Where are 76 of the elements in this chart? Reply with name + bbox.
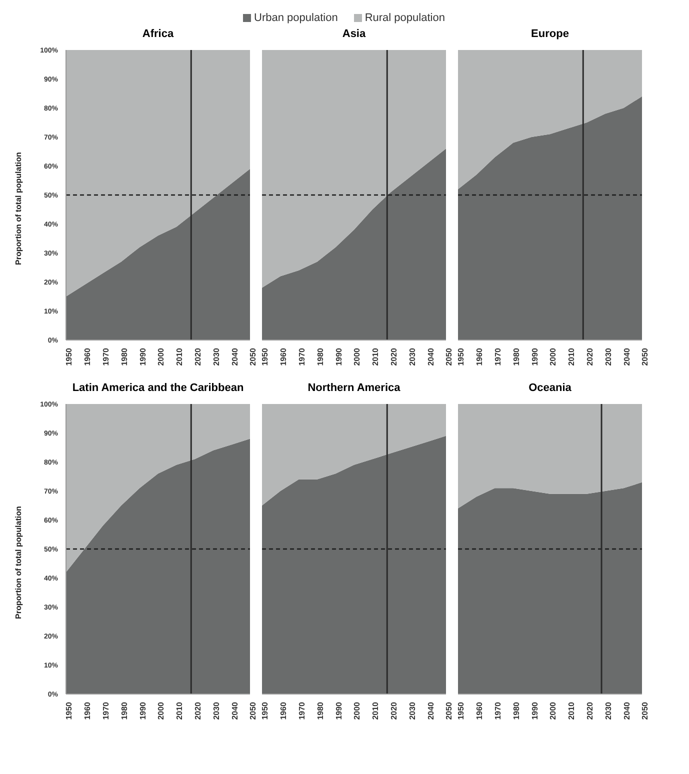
x-tick-label: 1950 [260,347,270,366]
x-tick-label: 2010 [175,347,184,366]
x-tick-label: 2000 [352,701,362,720]
x-tick-label: 1990 [138,701,148,720]
x-tick-label: 2030 [408,701,417,720]
x-tick-label: 1950 [64,701,74,720]
x-tick-label: 2050 [444,701,454,720]
x-tick-label: 2040 [426,701,436,720]
x-tick-label: 2030 [604,347,613,366]
x-tick-label: 1980 [316,347,325,366]
x-tick-label: 2030 [212,347,221,366]
x-tick-label: 2000 [548,701,558,720]
x-tick-label: 2030 [212,701,221,720]
x-tick-label: 1960 [475,347,484,366]
x-tick-label: 2040 [230,347,240,366]
x-tick-label: 2020 [389,701,398,720]
x-tick-label: 2020 [585,701,594,720]
x-tick-label: 1950 [64,347,74,366]
x-tick-label: 1970 [297,347,306,366]
x-tick-label: 1960 [475,701,484,720]
x-tick-label: 2020 [193,701,202,720]
x-tick-label: 2050 [248,701,258,720]
chart-title: Asia [341,28,367,42]
y-axis-title: Proportion of total population [14,152,23,265]
x-tick-label: 1990 [138,347,148,366]
x-tick-label: 1970 [101,347,110,366]
legend-label: Rural population [364,11,445,26]
chart-title: Northern America [306,382,402,396]
chart-title: Oceania [528,382,572,396]
x-tick-label: 2010 [567,347,576,366]
x-tick-label: 2020 [389,347,398,366]
chart-title: Africa [141,28,175,42]
x-tick-label: 1980 [512,347,521,366]
x-tick-label: 2020 [585,347,594,366]
x-tick-label: 2030 [408,347,417,366]
x-tick-label: 1950 [456,701,466,720]
legend-label: Urban population [253,11,338,26]
x-tick-label: 1990 [530,701,540,720]
x-tick-label: 2050 [640,701,650,720]
x-tick-label: 1970 [101,701,110,720]
x-tick-label: 2010 [175,701,184,720]
x-tick-label: 1970 [493,701,502,720]
x-tick-label: 2040 [426,347,436,366]
x-tick-label: 1980 [120,701,129,720]
x-tick-label: 2050 [248,347,258,366]
y-axis-title: Proportion of total population [14,506,23,619]
chart-title: Europe [530,28,570,42]
x-tick-label: 2040 [622,347,632,366]
x-tick-label: 2010 [371,347,380,366]
x-tick-label: 1990 [530,347,540,366]
x-tick-label: 1990 [334,701,344,720]
chart-title: Latin America and the Caribbean [71,382,245,396]
x-tick-label: 2050 [444,347,454,366]
x-tick-label: 1960 [279,701,288,720]
x-tick-label: 1960 [279,347,288,366]
x-tick-label: 2000 [548,347,558,366]
x-tick-label: 2000 [156,701,166,720]
x-tick-label: 2040 [230,701,240,720]
x-tick-label: 2030 [604,701,613,720]
x-tick-label: 1980 [316,701,325,720]
x-tick-label: 1950 [456,347,466,366]
x-tick-label: 1970 [297,701,306,720]
x-tick-label: 1960 [83,347,92,366]
x-tick-label: 2020 [193,347,202,366]
x-tick-label: 1970 [493,347,502,366]
x-tick-label: 2010 [567,701,576,720]
x-tick-label: 1980 [512,701,521,720]
x-tick-label: 1990 [334,347,344,366]
x-tick-label: 2010 [371,701,380,720]
x-tick-label: 2040 [622,701,632,720]
x-tick-label: 2000 [156,347,166,366]
x-tick-label: 1960 [83,701,92,720]
x-tick-label: 1950 [260,701,270,720]
x-tick-label: 1980 [120,347,129,366]
x-tick-label: 2050 [640,347,650,366]
x-tick-label: 2000 [352,347,362,366]
